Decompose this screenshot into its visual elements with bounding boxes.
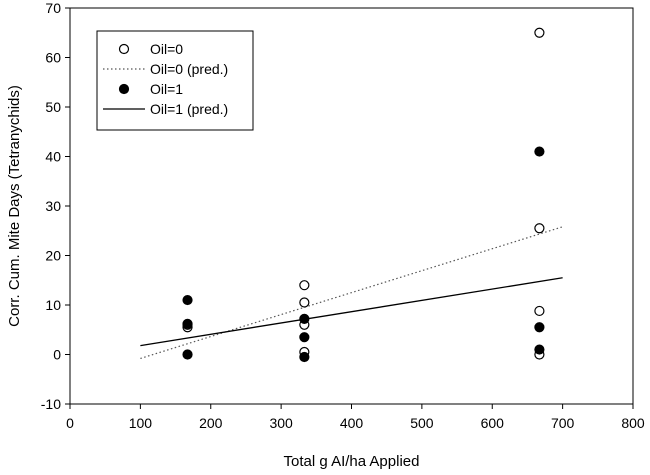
data-point-oil1 bbox=[534, 344, 545, 355]
prediction-line bbox=[140, 277, 563, 347]
legend-marker bbox=[118, 83, 130, 95]
x-tick-label: 500 bbox=[410, 415, 434, 431]
x-axis-title: Total g AI/ha Applied bbox=[284, 453, 420, 470]
x-tick-label: 600 bbox=[481, 415, 505, 431]
y-tick-label: 30 bbox=[45, 198, 61, 214]
y-tick-label: 50 bbox=[45, 99, 61, 115]
data-point-oil1 bbox=[299, 351, 310, 363]
y-tick-label: 60 bbox=[45, 50, 61, 66]
y-tick-label: 20 bbox=[45, 248, 61, 264]
plot-area bbox=[140, 27, 563, 363]
y-axis-title: Corr. Cum. Mite Days (Tetranychids) bbox=[6, 85, 23, 327]
y-tick-label: 40 bbox=[45, 149, 61, 165]
data-point-oil0 bbox=[534, 27, 545, 38]
x-tick-label: 0 bbox=[66, 415, 74, 431]
data-point-oil1 bbox=[299, 313, 310, 324]
axes: 0 100 200 300 400 500 600 700 800 -10 0 10 20 30 40 50 6… bbox=[41, 0, 645, 431]
legend-marker bbox=[118, 43, 130, 55]
legend-label: Oil=0 (pred.) bbox=[150, 61, 228, 77]
data-point-oil0 bbox=[534, 305, 545, 317]
y-tick-label: 70 bbox=[45, 0, 61, 16]
x-tick-label: 300 bbox=[269, 415, 293, 431]
legend: Oil=0 Oil=0 (pred.) Oil=1 Oil=1 (pred.) bbox=[96, 30, 254, 131]
prediction-line bbox=[140, 226, 563, 360]
y-tick-label: 0 bbox=[53, 347, 61, 363]
data-point-oil1 bbox=[182, 294, 193, 306]
y-tick-label: 10 bbox=[45, 297, 61, 313]
data-point-oil1 bbox=[534, 146, 545, 157]
x-tick-label: 800 bbox=[621, 415, 645, 431]
legend-label: Oil=0 bbox=[150, 41, 183, 57]
x-tick-label: 100 bbox=[129, 415, 153, 431]
legend-label: Oil=1 bbox=[150, 81, 183, 97]
data-point-oil1 bbox=[182, 318, 193, 329]
x-tick-label: 400 bbox=[340, 415, 364, 431]
data-point-oil1 bbox=[534, 322, 545, 333]
x-tick-label: 200 bbox=[199, 415, 223, 431]
x-tick-label: 700 bbox=[551, 415, 575, 431]
data-point-oil1 bbox=[182, 349, 193, 360]
legend-label: Oil=1 (pred.) bbox=[150, 101, 228, 117]
data-point-oil0 bbox=[534, 223, 545, 234]
data-point-oil1 bbox=[299, 332, 310, 343]
data-point-oil0 bbox=[299, 297, 310, 308]
data-point-oil0 bbox=[299, 280, 310, 291]
y-tick-label: -10 bbox=[41, 396, 61, 412]
